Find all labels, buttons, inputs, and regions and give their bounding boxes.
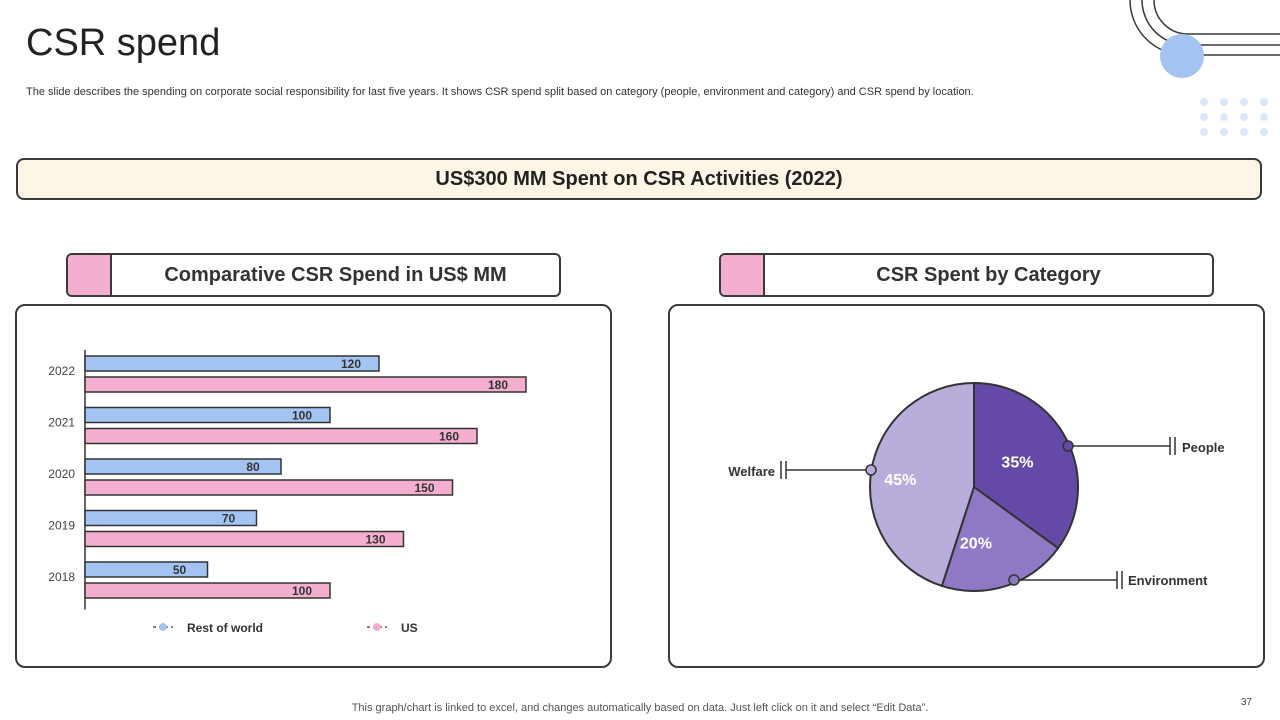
pie-chart-heading-text: CSR Spent by Category (876, 263, 1101, 286)
data-label: 150 (414, 481, 434, 495)
data-label: 80 (246, 460, 260, 474)
pie-chart-panel[interactable]: 35% 20% 45% People Environment Welfare (668, 304, 1265, 668)
pie-chart[interactable]: 35% 20% 45% People Environment Welfare (670, 306, 1263, 666)
category-label: People (1182, 440, 1225, 455)
pie-chart-heading: CSR Spent by Category (719, 253, 1214, 297)
tick-label: 2018 (48, 570, 75, 584)
data-label: 100 (292, 584, 312, 598)
leader-dot (865, 464, 877, 476)
data-label: 100 (292, 409, 312, 423)
tick-label: 2021 (48, 416, 75, 430)
data-label: 50 (173, 563, 187, 577)
category-label: Welfare (728, 464, 775, 479)
heading-tab (721, 255, 765, 295)
bar-chart-panel[interactable]: 2022 120 180 2021 100 160 2020 80 150 2019 70 130 20… (15, 304, 612, 668)
page-title: CSR spend (26, 22, 221, 64)
pie-slice[interactable] (940, 485, 1060, 592)
data-label: 180 (488, 378, 508, 392)
slice-value-label: 45% (884, 472, 916, 489)
legend-marker (159, 623, 167, 631)
page-number: 37 (1240, 697, 1252, 708)
data-label: 120 (341, 357, 361, 371)
bar[interactable] (84, 561, 209, 578)
banner-text: US$300 MM Spent on CSR Activities (2022) (435, 167, 843, 190)
leader-dot (1008, 574, 1020, 586)
decorative-dots (1200, 98, 1268, 136)
bar[interactable] (84, 355, 380, 372)
tick-label: 2022 (48, 364, 75, 378)
bar[interactable] (84, 406, 331, 424)
tick-label: 2020 (48, 467, 75, 481)
tick-label: 2019 (48, 519, 75, 533)
data-label: 160 (439, 430, 459, 444)
bar-chart[interactable]: 2022 120 180 2021 100 160 2020 80 150 2019 70 130 20… (17, 306, 610, 666)
decorative-arcs (1129, 0, 1280, 78)
bar[interactable] (84, 509, 258, 527)
slide-description: The slide describes the spending on corp… (26, 86, 974, 98)
legend-label[interactable]: US (401, 621, 418, 635)
bar[interactable] (84, 479, 454, 496)
headline-banner: US$300 MM Spent on CSR Activities (2022) (16, 158, 1262, 200)
category-label: Environment (1128, 573, 1208, 588)
bar[interactable] (84, 582, 331, 599)
pie-slice[interactable] (973, 381, 1079, 550)
bar-chart-heading: Comparative CSR Spend in US$ MM (66, 253, 561, 297)
bar[interactable] (84, 530, 405, 548)
slice-value-label: 35% (1001, 455, 1033, 472)
footer-note: This graph/chart is linked to excel, and… (351, 702, 929, 714)
data-label: 70 (222, 512, 236, 526)
accent-circle (1160, 34, 1204, 78)
legend-label[interactable]: Rest of world (187, 621, 263, 635)
bar[interactable] (84, 458, 282, 475)
bar[interactable] (84, 427, 478, 445)
legend-marker (373, 623, 381, 631)
heading-tab (68, 255, 112, 295)
leader-dot (1062, 440, 1074, 452)
data-label: 130 (365, 533, 385, 547)
bar[interactable] (84, 376, 527, 393)
bar-chart-heading-text: Comparative CSR Spend in US$ MM (164, 263, 507, 286)
slice-value-label: 20% (960, 535, 992, 552)
